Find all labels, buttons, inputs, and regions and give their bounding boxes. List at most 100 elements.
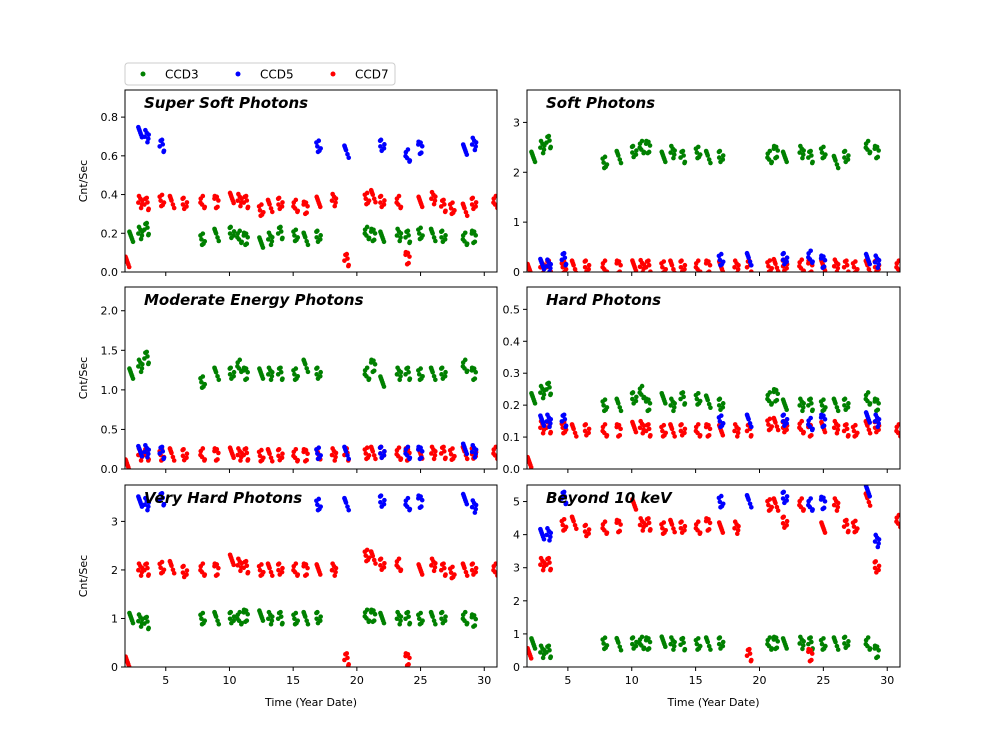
point-ccd3 bbox=[378, 376, 384, 381]
point-ccd7 bbox=[601, 527, 607, 533]
point-ccd7 bbox=[765, 498, 770, 504]
point-ccd7 bbox=[416, 196, 422, 201]
point-ccd7 bbox=[616, 259, 622, 264]
point-ccd7 bbox=[563, 266, 569, 272]
point-ccd3 bbox=[544, 387, 549, 392]
point-ccd5 bbox=[419, 497, 425, 503]
point-ccd7 bbox=[469, 202, 475, 207]
point-ccd7 bbox=[214, 194, 220, 200]
point-ccd7 bbox=[256, 449, 262, 455]
point-ccd3 bbox=[538, 390, 543, 395]
point-ccd7 bbox=[280, 451, 285, 457]
point-ccd5 bbox=[716, 495, 722, 501]
point-ccd5 bbox=[544, 532, 550, 538]
point-ccd7 bbox=[125, 656, 129, 661]
point-ccd7 bbox=[800, 269, 806, 272]
point-ccd7 bbox=[460, 562, 466, 567]
point-ccd3 bbox=[227, 616, 233, 622]
point-ccd3 bbox=[462, 366, 467, 371]
point-ccd7 bbox=[744, 428, 750, 434]
point-ccd7 bbox=[245, 457, 251, 462]
point-ccd7 bbox=[706, 422, 711, 428]
point-ccd5 bbox=[809, 427, 815, 433]
point-ccd3 bbox=[672, 401, 677, 406]
point-ccd5 bbox=[345, 504, 350, 509]
point-ccd7 bbox=[214, 446, 220, 452]
y-tick-label: 4 bbox=[513, 529, 520, 542]
plot-frame bbox=[124, 484, 498, 668]
point-ccd3 bbox=[876, 401, 881, 406]
point-ccd7 bbox=[876, 567, 881, 573]
point-ccd3 bbox=[617, 405, 623, 410]
point-ccd7 bbox=[469, 562, 475, 567]
y-tick-label: 0.6 bbox=[101, 150, 119, 163]
point-ccd3 bbox=[720, 639, 726, 645]
point-ccd7 bbox=[464, 213, 470, 219]
panel-title: Beyond 10 keV bbox=[546, 489, 673, 507]
point-ccd5 bbox=[872, 260, 878, 265]
point-ccd7 bbox=[616, 518, 622, 524]
point-ccd7 bbox=[439, 198, 445, 204]
point-ccd3 bbox=[646, 139, 651, 145]
point-ccd3 bbox=[199, 242, 205, 248]
point-ccd7 bbox=[775, 427, 781, 433]
point-ccd7 bbox=[142, 202, 147, 207]
point-ccd3 bbox=[775, 391, 781, 397]
point-ccd7 bbox=[167, 559, 173, 565]
point-ccd5 bbox=[378, 451, 383, 456]
point-ccd3 bbox=[716, 155, 722, 160]
point-ccd7 bbox=[835, 504, 841, 510]
point-ccd3 bbox=[398, 614, 404, 619]
point-ccd7 bbox=[867, 503, 873, 508]
y-axis-label: Cnt/Sec bbox=[77, 160, 90, 202]
point-ccd7 bbox=[257, 208, 263, 213]
point-ccd3 bbox=[407, 239, 413, 245]
point-ccd3 bbox=[199, 237, 204, 242]
point-ccd7 bbox=[732, 525, 737, 531]
y-tick-label: 2.0 bbox=[101, 305, 119, 318]
point-ccd3 bbox=[601, 646, 607, 652]
point-ccd3 bbox=[604, 405, 610, 410]
point-ccd7 bbox=[682, 430, 687, 436]
point-ccd5 bbox=[548, 530, 554, 536]
point-ccd3 bbox=[394, 372, 400, 377]
point-ccd3 bbox=[769, 160, 774, 166]
point-ccd7 bbox=[538, 562, 543, 567]
point-ccd7 bbox=[800, 430, 806, 436]
point-ccd3 bbox=[318, 614, 323, 619]
point-ccd7 bbox=[332, 458, 338, 463]
point-ccd5 bbox=[749, 504, 754, 510]
point-ccd3 bbox=[639, 634, 645, 640]
point-ccd7 bbox=[780, 521, 786, 526]
point-ccd3 bbox=[545, 381, 550, 387]
point-ccd3 bbox=[818, 399, 824, 404]
point-ccd5 bbox=[821, 495, 826, 501]
points bbox=[527, 380, 900, 469]
point-ccd3 bbox=[398, 618, 403, 624]
y-tick-label: 1 bbox=[513, 628, 520, 641]
point-ccd3 bbox=[540, 150, 546, 156]
point-ccd7 bbox=[329, 567, 335, 573]
point-ccd3 bbox=[473, 616, 479, 622]
point-ccd3 bbox=[429, 366, 434, 371]
point-ccd7 bbox=[469, 196, 475, 202]
point-ccd7 bbox=[126, 662, 131, 667]
point-ccd5 bbox=[808, 248, 813, 254]
point-ccd3 bbox=[397, 238, 403, 244]
point-ccd3 bbox=[865, 635, 871, 640]
point-ccd3 bbox=[616, 153, 621, 158]
point-ccd7 bbox=[798, 265, 804, 271]
x-tick-label: 10 bbox=[625, 674, 639, 687]
point-ccd3 bbox=[841, 397, 847, 402]
point-ccd7 bbox=[381, 565, 387, 570]
point-ccd7 bbox=[706, 433, 712, 438]
point-ccd3 bbox=[616, 401, 621, 406]
point-ccd3 bbox=[127, 368, 133, 373]
x-tick-label: 30 bbox=[477, 674, 491, 687]
point-ccd3 bbox=[464, 369, 470, 375]
point-ccd3 bbox=[259, 242, 265, 248]
point-ccd7 bbox=[671, 266, 676, 272]
point-ccd5 bbox=[473, 144, 479, 149]
point-ccd7 bbox=[572, 430, 578, 436]
point-ccd7 bbox=[333, 450, 339, 456]
